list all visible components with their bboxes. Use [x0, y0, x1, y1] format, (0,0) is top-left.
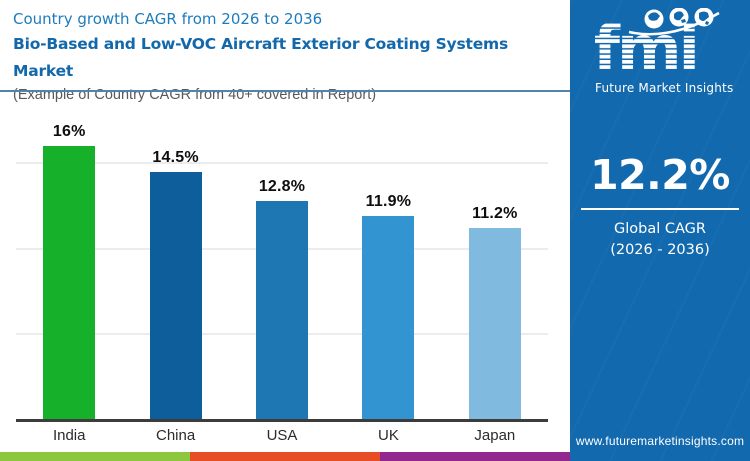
- stripe-segment-2: [190, 452, 380, 461]
- bar-india: [43, 146, 96, 419]
- bar-value-label: 11.9%: [365, 193, 412, 211]
- global-cagr-label: Global CAGR: [614, 221, 706, 237]
- bar-value-label: 16%: [52, 123, 86, 141]
- bar-column-china: 14.5%: [122, 91, 228, 419]
- x-axis-label-uk: UK: [378, 427, 399, 444]
- bar-value-label: 12.8%: [258, 177, 306, 195]
- x-axis-labels: India China USA UK Japan: [16, 427, 548, 444]
- globe-americas-icon: [644, 9, 664, 29]
- global-cagr-period: (2026 - 2036): [610, 242, 710, 259]
- x-axis-label-japan: Japan: [474, 427, 516, 444]
- gridline-15pct: [16, 162, 548, 165]
- bar-uk: [362, 216, 415, 419]
- bar-usa: [256, 200, 309, 419]
- bar-column-uk: 11.9%: [335, 91, 441, 419]
- stripe-segment-3: [380, 452, 570, 461]
- globe-europe-icon: [669, 7, 689, 27]
- x-axis-label-india: India: [52, 427, 86, 444]
- globe-asia-icon: [694, 7, 714, 27]
- brand-panel: fmi Future Market Insights 12.2% Global …: [570, 0, 750, 461]
- bar-value-label: 14.5%: [152, 148, 199, 166]
- bar-column-india: 16%: [16, 91, 122, 419]
- bar-china: [149, 171, 202, 419]
- bar-column-usa: 12.8%: [229, 91, 335, 419]
- bar-japan: [468, 228, 521, 419]
- fmi-logo-mark: fmi: [593, 7, 720, 85]
- bar-value-label: 11.2%: [472, 205, 518, 223]
- x-axis-label-china: China: [156, 427, 196, 444]
- website-url[interactable]: www.futuremarketinsights.com: [575, 434, 745, 448]
- footer-stripe: [0, 452, 570, 461]
- global-cagr-value: 12.2%: [590, 151, 730, 199]
- chart-section: Country growth CAGR from 2026 to 2036 Bi…: [0, 10, 570, 461]
- chart-subtitle: Country growth CAGR from 2026 to 2036: [13, 10, 323, 28]
- x-axis-line: [16, 419, 548, 422]
- header-divider: [0, 90, 570, 92]
- chart-title: Bio-Based and Low-VOC Aircraft Exterior …: [13, 35, 508, 80]
- bar-columns: 16% 14.5% 12.8% 11.9% 11.2%: [16, 91, 548, 419]
- logo-letters: fmi: [595, 12, 697, 80]
- fmi-logo: fmi Future Market Insights: [593, 7, 734, 95]
- stripe-segment-1: [0, 452, 190, 461]
- global-cagr-caption: Global CAGR (2026 - 2036): [570, 219, 750, 261]
- stat-divider: [581, 208, 739, 210]
- logo-tagline: Future Market Insights: [595, 81, 734, 95]
- bar-column-japan: 11.2%: [442, 91, 548, 419]
- plot-area: 16% 14.5% 12.8% 11.9% 11.2%: [16, 91, 548, 419]
- x-axis-label-usa: USA: [266, 427, 298, 444]
